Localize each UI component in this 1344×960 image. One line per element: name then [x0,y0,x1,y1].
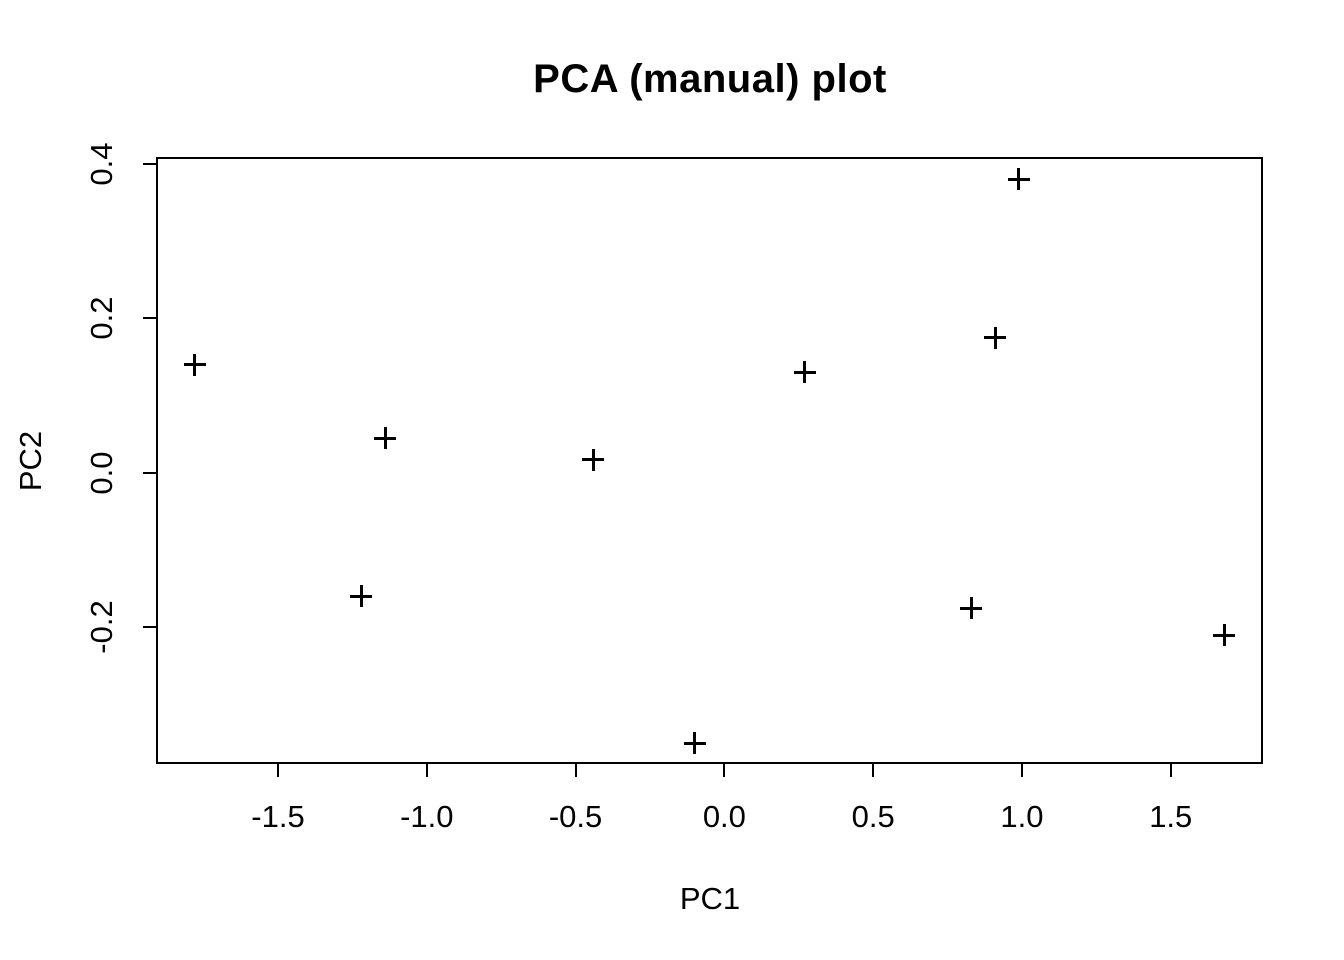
x-axis-tick-label: 1.5 [1149,799,1193,834]
x-axis-tick-label: -1.0 [400,799,454,834]
x-axis-tick-label: 0.0 [702,799,746,834]
x-axis-tick [574,764,577,777]
y-axis-tick-label: -0.2 [84,600,119,655]
x-axis-tick [872,764,875,777]
x-axis-tick [723,764,726,777]
x-axis-tick-label: 0.5 [851,799,895,834]
x-axis-tick-label: -1.5 [251,799,305,834]
x-axis-tick-label: -0.5 [548,799,603,834]
x-axis-tick [425,764,428,777]
x-axis-tick-label: 1.0 [1000,799,1044,834]
y-axis-label: PC2 [13,430,48,492]
x-axis-tick [1020,764,1023,777]
y-axis-tick [143,162,156,165]
x-axis-label: PC1 [679,881,741,916]
y-axis-tick-label: 0.2 [84,296,119,340]
chart-title: PCA (manual) plot [533,57,887,101]
x-axis-tick [1169,764,1172,777]
y-axis-tick [143,317,156,320]
y-axis-tick [143,471,156,474]
plot-area-border [156,157,1263,764]
y-axis-tick-label: 0.0 [84,451,119,495]
y-axis-tick-label: 0.4 [84,142,119,186]
x-axis-tick [277,764,279,777]
y-axis-tick [143,626,156,629]
